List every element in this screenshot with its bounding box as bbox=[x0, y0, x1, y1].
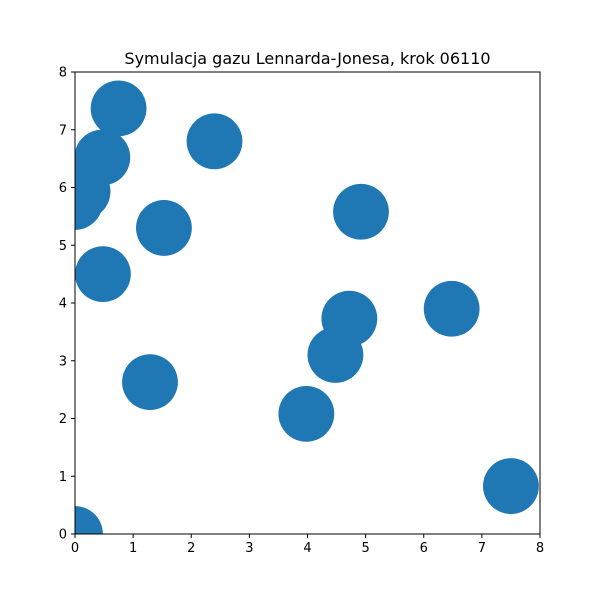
points-layer bbox=[75, 80, 539, 534]
data-point-14 bbox=[75, 506, 103, 534]
y-tick-label: 3 bbox=[59, 354, 67, 369]
data-point-11 bbox=[278, 385, 335, 442]
data-point-12 bbox=[423, 280, 480, 337]
y-axis: 0 1 2 3 4 5 6 7 8 bbox=[59, 66, 75, 543]
x-tick-label: 8 bbox=[536, 541, 544, 556]
x-tick-label: 7 bbox=[478, 541, 486, 556]
data-point-3 bbox=[75, 174, 103, 230]
x-tick-label: 2 bbox=[187, 541, 195, 556]
y-tick-label: 2 bbox=[59, 412, 67, 427]
x-tick-label: 3 bbox=[245, 541, 253, 556]
data-point-8 bbox=[333, 183, 389, 240]
data-point-13 bbox=[483, 458, 539, 514]
data-point-0 bbox=[90, 80, 147, 137]
y-tick-label: 5 bbox=[59, 239, 67, 254]
chart-title: Symulacja gazu Lennarda-Jonesa, krok 061… bbox=[124, 49, 490, 68]
x-tick-label: 6 bbox=[420, 541, 428, 556]
y-tick-label: 4 bbox=[59, 297, 67, 312]
data-point-5 bbox=[75, 246, 131, 303]
data-point-7 bbox=[122, 354, 178, 411]
x-tick-label: 4 bbox=[303, 541, 311, 556]
y-tick-label: 8 bbox=[59, 66, 67, 81]
x-tick-label: 0 bbox=[71, 541, 79, 556]
x-axis: 0 1 2 3 4 5 6 7 8 bbox=[71, 534, 544, 556]
data-point-10 bbox=[307, 327, 364, 383]
x-tick-label: 1 bbox=[129, 541, 137, 556]
y-tick-label: 6 bbox=[59, 181, 67, 196]
data-point-6 bbox=[186, 113, 243, 170]
data-point-4 bbox=[136, 200, 192, 256]
x-tick-label: 5 bbox=[361, 541, 369, 556]
y-tick-label: 7 bbox=[59, 123, 67, 138]
y-tick-label: 1 bbox=[59, 470, 67, 485]
y-tick-label: 0 bbox=[59, 528, 67, 543]
